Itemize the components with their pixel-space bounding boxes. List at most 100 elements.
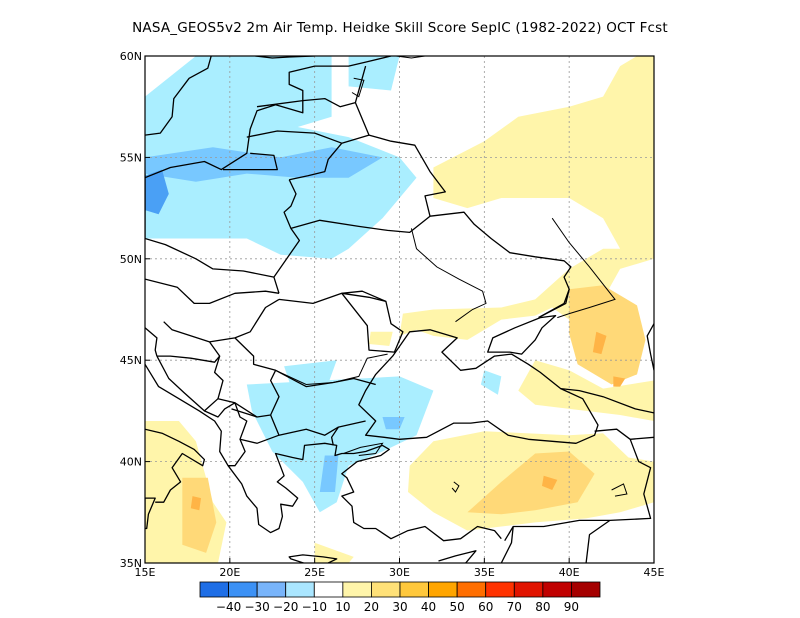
skill-region-neg20 bbox=[221, 185, 358, 207]
skill-region-neg20 bbox=[246, 376, 434, 513]
border-czech-slovakia bbox=[145, 278, 280, 305]
colorbar-box bbox=[342, 581, 372, 598]
don-river bbox=[551, 217, 616, 319]
lon-tick-label: 40E bbox=[559, 566, 580, 579]
border-kaliningrad bbox=[223, 152, 278, 171]
lon-tick-label: 25E bbox=[304, 566, 325, 579]
border-romania-south bbox=[275, 369, 376, 388]
skill-region-pos20 bbox=[182, 477, 217, 553]
colorbar: −40 −30 −20 −10 10 20 30 40 50 60 70 80 90 bbox=[199, 581, 601, 614]
lon-tick-label: 30E bbox=[389, 566, 410, 579]
colorbar-label: 40 bbox=[421, 600, 436, 614]
colorbar-label: −20 bbox=[273, 600, 298, 614]
border-georgia-armenia bbox=[630, 436, 654, 440]
colorbar-box bbox=[485, 581, 515, 598]
border-syria-lebanon bbox=[500, 526, 514, 563]
lat-tick-label: 45N bbox=[120, 354, 142, 367]
baltic-coast bbox=[145, 56, 392, 179]
skill-region-neg30 bbox=[382, 417, 405, 430]
dnieper-river bbox=[410, 228, 487, 323]
colorbar-box bbox=[256, 581, 287, 598]
colorbar-box bbox=[228, 581, 258, 598]
skill-score-fills bbox=[145, 56, 654, 563]
lake-peipus bbox=[351, 77, 365, 98]
lat-tick-label: 50N bbox=[120, 253, 142, 266]
lake-van bbox=[611, 483, 628, 497]
border-montenegro-albania bbox=[204, 402, 248, 467]
border-kosovo bbox=[231, 408, 258, 418]
sicily-coast bbox=[145, 497, 156, 530]
lat-tick-label: 60N bbox=[120, 50, 142, 63]
azov-sea-coast bbox=[487, 314, 557, 355]
border-slovenia bbox=[145, 327, 158, 357]
black-sea-coast bbox=[358, 329, 599, 444]
border-romania-moldova bbox=[278, 290, 404, 353]
colorbar-box bbox=[285, 581, 315, 598]
colorbar-box bbox=[371, 581, 401, 598]
border-russia-ukraine-east bbox=[538, 288, 570, 319]
border-belarus-north bbox=[289, 134, 446, 217]
skill-region-pos30 bbox=[190, 496, 201, 511]
border-bosnia-south bbox=[156, 355, 219, 412]
colorbar-box bbox=[199, 581, 229, 598]
skill-region-neg30 bbox=[145, 147, 383, 182]
skill-region-neg20 bbox=[348, 56, 400, 91]
border-germany-poland bbox=[145, 173, 275, 278]
chart-title: NASA_GEOS5v2 2m Air Temp. Heidke Skill S… bbox=[132, 20, 668, 36]
lon-tick-label: 35E bbox=[474, 566, 495, 579]
colorbar-label: 30 bbox=[392, 600, 407, 614]
lon-tick-label: 45E bbox=[644, 566, 665, 579]
skill-region-pos10 bbox=[314, 542, 354, 563]
border-turkey-greece bbox=[330, 426, 339, 446]
skill-region-pos30 bbox=[592, 331, 607, 355]
colorbar-label: 50 bbox=[449, 600, 464, 614]
border-bulgaria-south bbox=[269, 414, 366, 436]
axis-ticks: 15E 20E 25E 30E 35E 40E 45E 35N 40N 45N 50N 55N 60N bbox=[120, 50, 665, 579]
skill-region-neg40 bbox=[145, 169, 169, 215]
skill-region-neg30 bbox=[319, 455, 339, 492]
sweden-coast bbox=[145, 56, 212, 136]
border-caucasus bbox=[560, 387, 654, 414]
skill-region-pos20 bbox=[467, 451, 595, 515]
border-macedonia-greece bbox=[239, 434, 280, 444]
colorbar-box bbox=[513, 581, 544, 598]
cyprus-coast bbox=[438, 550, 477, 563]
skill-region-pos20 bbox=[569, 285, 646, 385]
lat-tick-label: 40N bbox=[120, 456, 142, 469]
border-baltic-states bbox=[246, 130, 343, 144]
colorbar-box bbox=[313, 581, 344, 598]
skill-region-pos10 bbox=[518, 360, 654, 421]
colorbar-label: 20 bbox=[364, 600, 379, 614]
skill-region-pos10 bbox=[369, 331, 393, 346]
border-ukraine-moldova bbox=[341, 292, 387, 303]
border-turkey-east bbox=[504, 428, 652, 542]
border-croatia-bosnia bbox=[156, 355, 221, 363]
colorbar-box bbox=[399, 581, 429, 598]
sea-of-marmara bbox=[343, 442, 384, 456]
border-syria-iraq bbox=[585, 519, 611, 563]
lake-tuz bbox=[451, 481, 460, 493]
colorbar-label: −40 bbox=[216, 600, 241, 614]
lon-tick-label: 15E bbox=[135, 566, 156, 579]
colorbar-label: −30 bbox=[244, 600, 269, 614]
colorbar-label: 10 bbox=[335, 600, 350, 614]
colorbar-box bbox=[542, 581, 572, 598]
border-ukraine-north bbox=[290, 211, 572, 319]
italy-coast bbox=[145, 428, 206, 503]
adriatic-coast bbox=[145, 363, 502, 542]
crete-coast bbox=[288, 554, 338, 563]
border-latvia-russia bbox=[354, 102, 370, 136]
colorbar-box bbox=[571, 581, 601, 598]
skill-region-pos30 bbox=[542, 475, 558, 490]
colorbar-label: 90 bbox=[564, 600, 579, 614]
colorbar-box bbox=[456, 581, 487, 598]
colorbar-label: 60 bbox=[478, 600, 493, 614]
border-serbia bbox=[208, 337, 280, 418]
colorbar-label: −10 bbox=[302, 600, 327, 614]
skill-region-pos30 bbox=[613, 376, 626, 387]
colorbar-label: 70 bbox=[507, 600, 522, 614]
border-poland-belarus bbox=[273, 179, 301, 294]
colorbar-box bbox=[428, 581, 458, 598]
lat-tick-label: 55N bbox=[120, 151, 142, 164]
